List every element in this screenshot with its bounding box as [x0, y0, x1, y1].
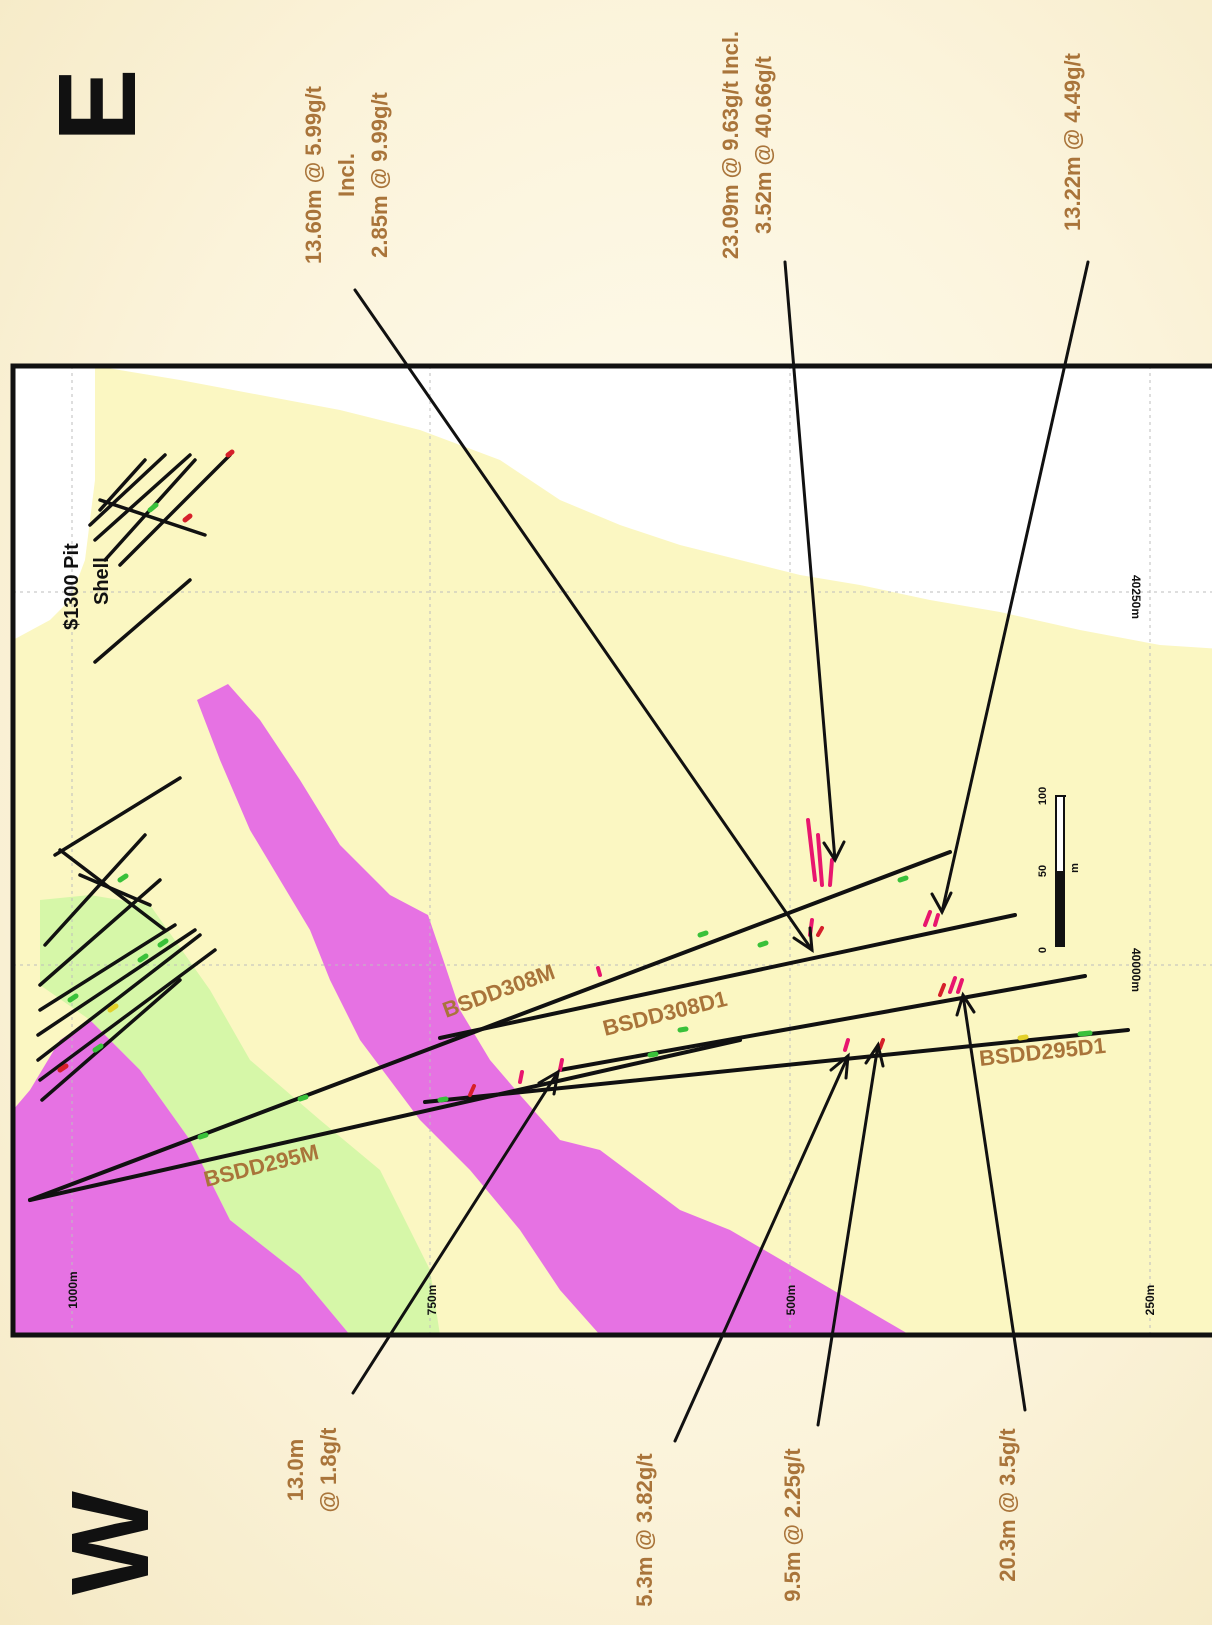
callout-top-2-line1: 23.09m @ 9.63g/t Incl.: [718, 31, 743, 259]
callout-top-1-line1: 13.60m @ 5.99g/t: [301, 85, 326, 264]
callout-top-1-line3: 2.85m @ 9.99g/t: [367, 91, 392, 257]
scale-tick-0: 0: [1037, 947, 1049, 953]
callout-top-1-line2: Incl.: [334, 153, 359, 197]
grid-label-750m: 750m: [425, 1285, 439, 1316]
scale-tick-100: 100: [1037, 787, 1049, 805]
callout-top-2-line2: 3.52m @ 40.66g/t: [751, 55, 776, 234]
grid-label-250m: 250m: [1143, 1285, 1157, 1316]
direction-west-label: W: [49, 1491, 172, 1595]
grid-label-40000m: 40000m: [1129, 948, 1143, 992]
grid-label-40250m: 40250m: [1129, 575, 1143, 619]
grid-label-1000m: 1000m: [66, 1271, 80, 1308]
grid-label-500m: 500m: [784, 1285, 798, 1316]
callout-bottom-2-line1: 5.3m @ 3.82g/t: [632, 1453, 657, 1607]
callout-bottom-4-line1: 20.3m @ 3.5g/t: [995, 1428, 1020, 1582]
scale-tick-50: 50: [1037, 865, 1049, 877]
callout-bottom-3-line1: 9.5m @ 2.25g/t: [780, 1448, 805, 1602]
callout-bottom-1-line1: 13.0m: [283, 1439, 308, 1501]
callout-top-3-line1: 13.22m @ 4.49g/t: [1060, 52, 1085, 231]
pit-shell-label-line1: $1300 Pit: [61, 543, 83, 630]
callout-bottom-1-line2: @ 1.8g/t: [316, 1427, 341, 1513]
direction-east-label: E: [36, 69, 159, 142]
scale-unit: m: [1069, 863, 1081, 873]
pit-shell-label-line2: Shell: [91, 557, 113, 605]
